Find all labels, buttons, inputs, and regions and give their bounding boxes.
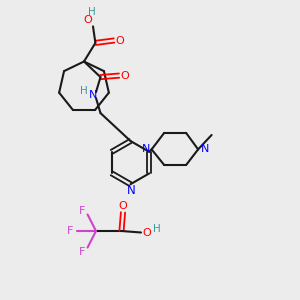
Text: F: F xyxy=(79,206,85,216)
Text: N: N xyxy=(141,144,150,154)
Text: O: O xyxy=(142,227,151,238)
Text: O: O xyxy=(116,35,124,46)
Text: N: N xyxy=(200,144,209,154)
Text: F: F xyxy=(79,248,85,257)
Text: O: O xyxy=(83,15,92,25)
Text: H: H xyxy=(153,224,160,235)
Text: O: O xyxy=(121,70,130,81)
Text: H: H xyxy=(88,7,95,17)
Text: N: N xyxy=(127,184,136,197)
Text: O: O xyxy=(118,201,127,212)
Text: N: N xyxy=(89,89,97,100)
Text: H: H xyxy=(80,86,87,96)
Text: F: F xyxy=(67,226,73,236)
